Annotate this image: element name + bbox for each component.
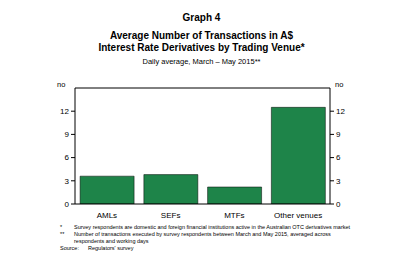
svg-text:6: 6: [65, 153, 70, 162]
html-text:Regulators' survey: Regulators' survey: [88, 245, 134, 251]
html-text:Interest Rate Derivatives by T: Interest Rate Derivatives by Trading Ven…: [98, 42, 305, 53]
html-text:Daily average, March – May 201: Daily average, March – May 2015**: [142, 57, 261, 66]
svg-text:0: 0: [65, 200, 70, 209]
svg-text:12: 12: [60, 107, 69, 116]
svg-text:AMLs: AMLs: [97, 211, 117, 220]
html-text:no: no: [57, 80, 66, 89]
svg-text:3: 3: [65, 177, 70, 186]
html-text:Average Number of Transactions: Average Number of Transactions in A$: [109, 30, 294, 41]
svg-text:MTFs: MTFs: [224, 211, 244, 220]
svg-text:Other venues: Other venues: [274, 211, 322, 220]
svg-text:9: 9: [65, 130, 70, 139]
svg-text:12: 12: [336, 107, 345, 116]
html-text:no: no: [335, 80, 344, 89]
svg-text:6: 6: [336, 153, 341, 162]
html-text:Source:: Source:: [60, 245, 79, 251]
html-text:Number of transactions execute: Number of transactions executed by surve…: [74, 231, 331, 244]
html-text:Graph 4: Graph 4: [182, 12, 221, 23]
svg-text:SEFs: SEFs: [161, 211, 181, 220]
html-text:Survey respondents are domesti: Survey respondents are domestic and fore…: [74, 224, 351, 230]
svg-text:0: 0: [336, 200, 341, 209]
svg-text:3: 3: [336, 177, 341, 186]
svg-text:9: 9: [336, 130, 341, 139]
